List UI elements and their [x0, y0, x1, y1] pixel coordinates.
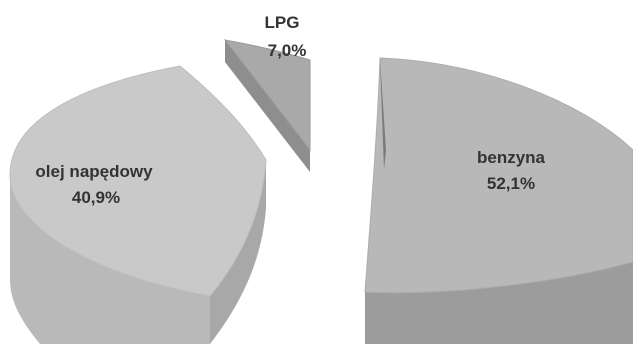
slice-benzyna	[364, 57, 633, 344]
slice-olej-napedowy-top	[9, 65, 267, 297]
label-lpg-value: 7,0%	[268, 41, 307, 60]
slice-lpg-side	[225, 40, 310, 172]
label-benzyna-name: benzyna	[477, 148, 546, 167]
slice-olej-napedowy	[9, 65, 267, 344]
slice-olej-napedowy-side	[10, 175, 210, 344]
slice-lpg	[223, 39, 311, 172]
label-lpg-name: LPG	[265, 13, 300, 32]
slice-lpg-top	[223, 39, 311, 152]
label-olej-napedowy-name: olej napędowy	[35, 162, 153, 181]
slice-benzyna-top	[364, 57, 633, 294]
slice-benzyna-side	[365, 262, 633, 344]
slice-benzyna-edge	[380, 58, 386, 170]
slice-olej-napedowy-side-inner	[210, 160, 266, 344]
label-benzyna-value: 52,1%	[487, 174, 535, 193]
label-olej-napedowy-value: 40,9%	[72, 188, 120, 207]
